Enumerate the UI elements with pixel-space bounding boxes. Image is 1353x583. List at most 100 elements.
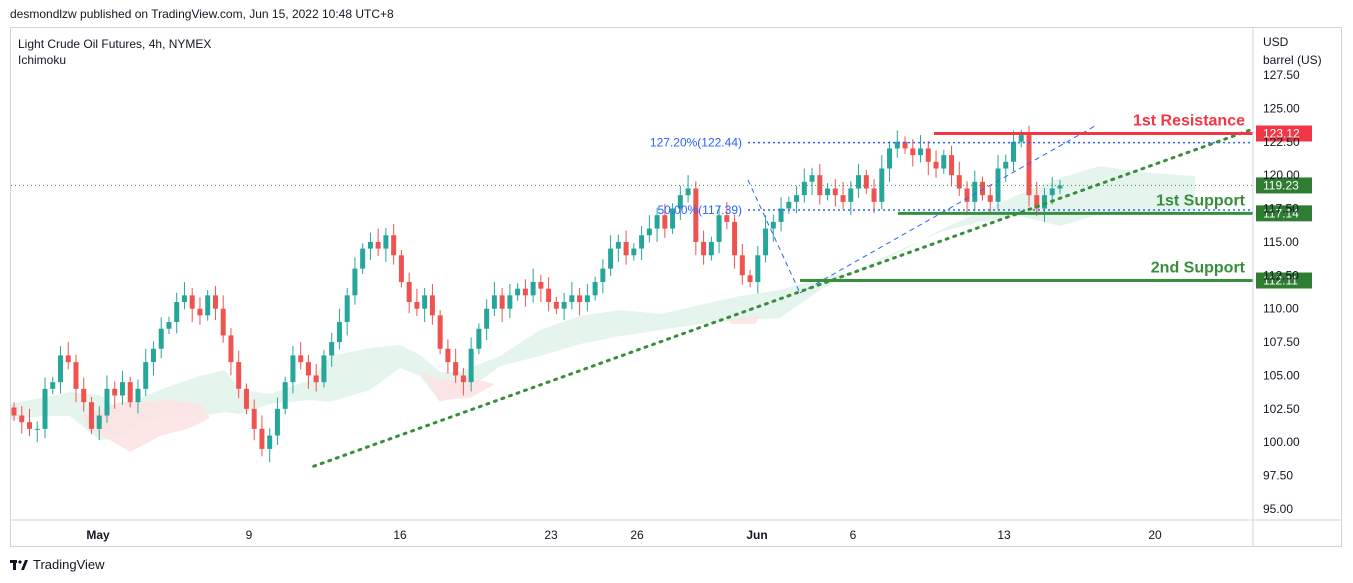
candle-body[interactable] <box>592 281 598 296</box>
candle-body[interactable] <box>631 248 637 256</box>
candle-body[interactable] <box>561 302 567 309</box>
candle-body[interactable] <box>329 342 335 356</box>
candle-body[interactable] <box>662 215 668 229</box>
candle-body[interactable] <box>150 348 156 363</box>
candle-body[interactable] <box>445 348 451 363</box>
candle-body[interactable] <box>856 175 862 189</box>
candle-body[interactable] <box>398 255 404 282</box>
candle-body[interactable] <box>212 295 218 309</box>
candle-body[interactable] <box>34 428 40 430</box>
candle-body[interactable] <box>460 375 466 383</box>
candle-body[interactable] <box>786 201 792 209</box>
candle-body[interactable] <box>956 175 962 189</box>
candle-body[interactable] <box>949 155 955 176</box>
candle-body[interactable] <box>1018 135 1024 142</box>
candle-body[interactable] <box>383 235 389 249</box>
candle-body[interactable] <box>863 175 869 189</box>
candle-body[interactable] <box>739 255 745 276</box>
candle-body[interactable] <box>747 275 753 282</box>
fib-extension-diagonal[interactable] <box>799 125 1096 294</box>
candle-body[interactable] <box>801 181 807 196</box>
candle-body[interactable] <box>987 195 993 202</box>
price-tag[interactable] <box>1256 272 1312 289</box>
candle-body[interactable] <box>546 288 552 303</box>
candle-body[interactable] <box>623 241 629 256</box>
candle-body[interactable] <box>251 408 257 429</box>
candle-body[interactable] <box>360 248 366 269</box>
candle-body[interactable] <box>608 248 614 269</box>
candle-body[interactable] <box>166 322 172 329</box>
candle-body[interactable] <box>422 295 428 309</box>
candle-body[interactable] <box>879 168 885 202</box>
candle-body[interactable] <box>693 188 699 242</box>
candle-body[interactable] <box>677 195 683 209</box>
candle-body[interactable] <box>615 241 621 249</box>
candle-body[interactable] <box>778 208 784 222</box>
candle-body[interactable] <box>197 308 203 316</box>
candle-body[interactable] <box>236 362 242 389</box>
candle-body[interactable] <box>794 195 800 202</box>
candle-body[interactable] <box>321 355 327 383</box>
candle-body[interactable] <box>453 362 459 376</box>
candle-body[interactable] <box>825 188 831 196</box>
candle-body[interactable] <box>708 241 714 256</box>
candle-body[interactable] <box>228 335 234 363</box>
candle-body[interactable] <box>243 388 249 409</box>
candle-body[interactable] <box>42 388 48 429</box>
ascending-trendline[interactable] <box>312 126 1257 468</box>
candle-body[interactable] <box>112 388 118 396</box>
candle-body[interactable] <box>701 241 707 256</box>
candle-body[interactable] <box>809 175 815 182</box>
candle-body[interactable] <box>910 148 916 156</box>
candle-body[interactable] <box>515 288 521 296</box>
candle-body[interactable] <box>73 362 79 389</box>
candle-body[interactable] <box>57 355 63 383</box>
candle-body[interactable] <box>530 281 536 296</box>
candle-body[interactable] <box>980 181 986 196</box>
candle-body[interactable] <box>918 148 924 156</box>
candle-body[interactable] <box>484 308 490 329</box>
price-tag[interactable] <box>1256 125 1312 142</box>
candle-body[interactable] <box>832 188 838 196</box>
price-tag[interactable] <box>1256 177 1312 194</box>
candle-body[interactable] <box>933 161 939 169</box>
candle-body[interactable] <box>763 228 769 256</box>
candle-body[interactable] <box>685 188 691 196</box>
candle-body[interactable] <box>840 195 846 202</box>
candle-body[interactable] <box>143 362 149 389</box>
price-tag[interactable] <box>1256 205 1312 222</box>
candle-body[interactable] <box>584 295 590 303</box>
candle-body[interactable] <box>1042 195 1048 209</box>
candle-body[interactable] <box>391 235 397 256</box>
candle-body[interactable] <box>414 302 420 309</box>
candle-body[interactable] <box>639 235 645 249</box>
candle-body[interactable] <box>406 281 412 303</box>
candle-body[interactable] <box>81 388 87 403</box>
candle-body[interactable] <box>499 295 505 309</box>
candle-body[interactable] <box>367 241 373 249</box>
candle-body[interactable] <box>336 322 342 343</box>
candle-body[interactable] <box>181 295 187 303</box>
candle-body[interactable] <box>1034 195 1040 209</box>
candle-body[interactable] <box>135 388 141 403</box>
candle-body[interactable] <box>19 415 25 423</box>
candle-body[interactable] <box>522 288 528 296</box>
candle-body[interactable] <box>600 268 606 282</box>
candle-body[interactable] <box>65 355 71 363</box>
candle-body[interactable] <box>468 348 474 383</box>
candle-body[interactable] <box>1026 135 1032 196</box>
candle-body[interactable] <box>1011 141 1017 162</box>
indicator-name[interactable]: Ichimoku <box>18 53 67 67</box>
candle-body[interactable] <box>344 295 350 323</box>
candle-body[interactable] <box>569 295 575 303</box>
candle-body[interactable] <box>491 295 497 309</box>
candle-body[interactable] <box>995 168 1001 202</box>
candle-body[interactable] <box>1003 161 1009 169</box>
candle-body[interactable] <box>11 407 17 416</box>
candle-body[interactable] <box>26 422 32 429</box>
candle-body[interactable] <box>476 328 482 349</box>
footer-brand[interactable]: TradingView <box>10 557 105 572</box>
candle-body[interactable] <box>902 141 908 149</box>
candle-body[interactable] <box>119 382 125 396</box>
